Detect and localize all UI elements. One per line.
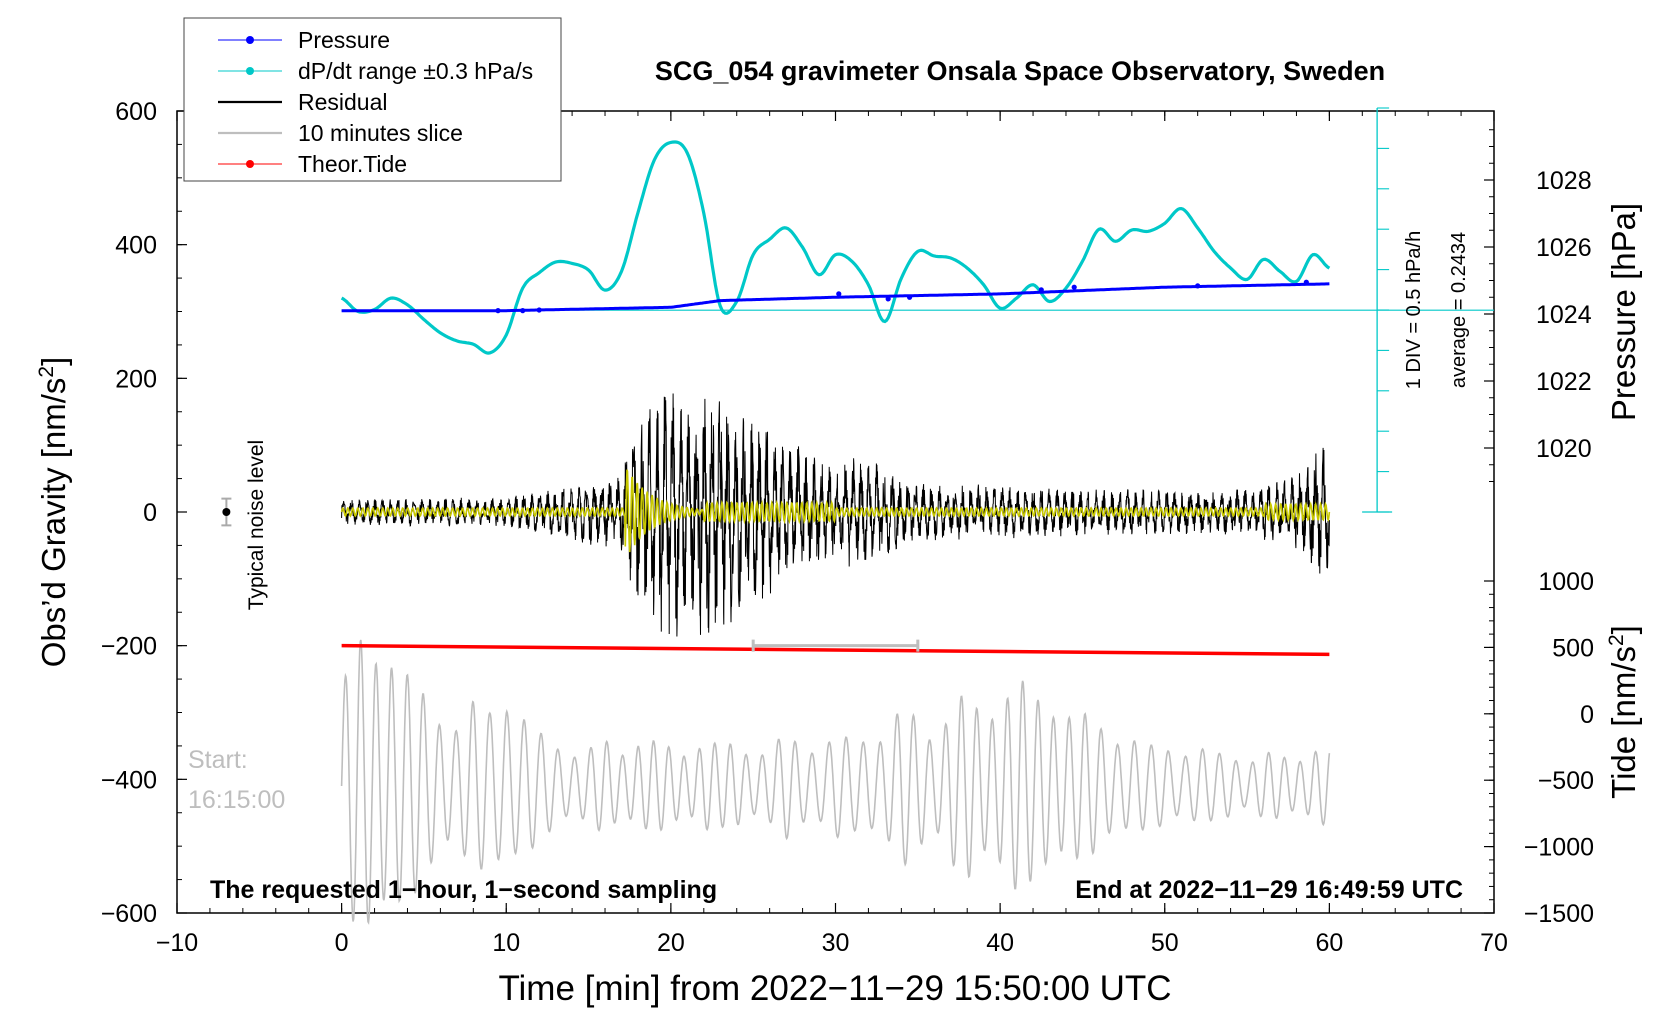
tide-tick-label: −500 xyxy=(1538,767,1594,795)
pressure-point xyxy=(520,308,526,314)
x-tick-label: 60 xyxy=(1315,929,1343,957)
x-tick-label: 40 xyxy=(986,929,1014,957)
y-left-tick-label: 200 xyxy=(115,365,157,393)
residual-filtered-line xyxy=(340,469,1331,553)
dpdt-line xyxy=(340,140,1331,355)
x-tick-label: 30 xyxy=(822,929,850,957)
series-layer xyxy=(221,107,1494,925)
y-left-tick-label: −600 xyxy=(101,900,157,928)
pressure-point xyxy=(836,291,842,297)
sampling-note: The requested 1−hour, 1−second sampling xyxy=(210,876,717,904)
legend-marker xyxy=(246,36,254,44)
y-left-label-sup: 2 xyxy=(35,366,58,378)
y-left-tick-label: 0 xyxy=(143,499,157,527)
scale-average-label: average = 0.2434 xyxy=(1448,232,1470,388)
x-tick-label: 50 xyxy=(1151,929,1179,957)
scale-div-label: 1 DIV = 0.5 hPa/h xyxy=(1403,231,1425,389)
tide-label-sup: 2 xyxy=(1605,634,1628,646)
y-left-label-close: ] xyxy=(35,357,72,366)
x-tick-label: 0 xyxy=(335,929,349,957)
slice-line xyxy=(340,639,1331,925)
pressure-tick-label: 1026 xyxy=(1536,234,1592,262)
legend-label: dP/dt range ±0.3 hPa/s xyxy=(298,58,533,84)
pressure-point xyxy=(1303,279,1309,285)
pressure-line xyxy=(341,282,1330,313)
chart-title: SCG_054 gravimeter Onsala Space Observat… xyxy=(655,56,1385,86)
pressure-point xyxy=(1195,283,1201,289)
y-left-tick-label: 600 xyxy=(115,98,157,126)
legend: Pressure dP/dt range ±0.3 hPa/s Residual 10… xyxy=(183,17,562,182)
y-left-tick-label: 400 xyxy=(115,232,157,260)
tide-line xyxy=(341,643,1330,657)
tide-label-close: ] xyxy=(1605,625,1642,634)
y-axis-tide-label: Tide [nm/s2] xyxy=(1605,625,1642,799)
y-left-label-main: Obs’d Gravity [nm/s xyxy=(35,378,72,668)
noise-point xyxy=(222,508,231,516)
pressure-tick-label: 1028 xyxy=(1536,167,1592,195)
pressure-point xyxy=(495,308,501,314)
y-axis-left-label: Obs’d Gravity [nm/s2] xyxy=(35,357,72,668)
end-time-note: End at 2022−11−29 16:49:59 UTC xyxy=(1075,876,1463,904)
pressure-point xyxy=(885,296,891,302)
legend-label: Pressure xyxy=(298,27,390,53)
x-tick-label: −10 xyxy=(156,929,198,957)
tide-label-main: Tide [nm/s xyxy=(1605,646,1642,799)
pressure-point xyxy=(906,294,913,300)
tide-tick-label: 500 xyxy=(1552,634,1594,662)
tide-tick-label: −1500 xyxy=(1524,900,1594,928)
pressure-tick-label: 1024 xyxy=(1536,301,1592,329)
pressure-point xyxy=(1038,287,1044,293)
legend-label: Theor.Tide xyxy=(298,151,407,177)
pressure-tick-label: 1020 xyxy=(1536,435,1592,463)
pressure-point xyxy=(536,307,542,313)
x-tick-label: 10 xyxy=(492,929,520,957)
tide-tick-label: −1000 xyxy=(1524,834,1594,862)
slice-start-label: Start: xyxy=(188,746,248,774)
x-tick-label: 70 xyxy=(1480,929,1508,957)
slice-start-time: 16:15:00 xyxy=(188,786,285,814)
pressure-point xyxy=(1071,284,1077,290)
legend-label: 10 minutes slice xyxy=(298,120,463,146)
legend-marker xyxy=(246,67,254,75)
pressure-tick-label: 1022 xyxy=(1536,368,1592,396)
legend-box xyxy=(183,17,562,182)
noise-level-label: Typical noise level xyxy=(245,440,268,610)
x-tick-label: 20 xyxy=(657,929,685,957)
legend-label: Residual xyxy=(298,89,388,115)
y-left-tick-label: −200 xyxy=(101,633,157,661)
x-axis-label: Time [min] from 2022−11−29 15:50:00 UTC xyxy=(498,969,1171,1008)
y-axis-pressure-label: Pressure [hPa] xyxy=(1605,203,1642,421)
legend-marker xyxy=(246,160,254,168)
tide-tick-label: 1000 xyxy=(1538,568,1594,596)
tide-tick-label: 0 xyxy=(1580,701,1594,729)
slice-marker xyxy=(751,639,920,652)
y-left-tick-label: −400 xyxy=(101,766,157,794)
axes-layer: −10 0 10 20 30 40 50 60 706004002000−200−400−600… xyxy=(101,98,1594,957)
